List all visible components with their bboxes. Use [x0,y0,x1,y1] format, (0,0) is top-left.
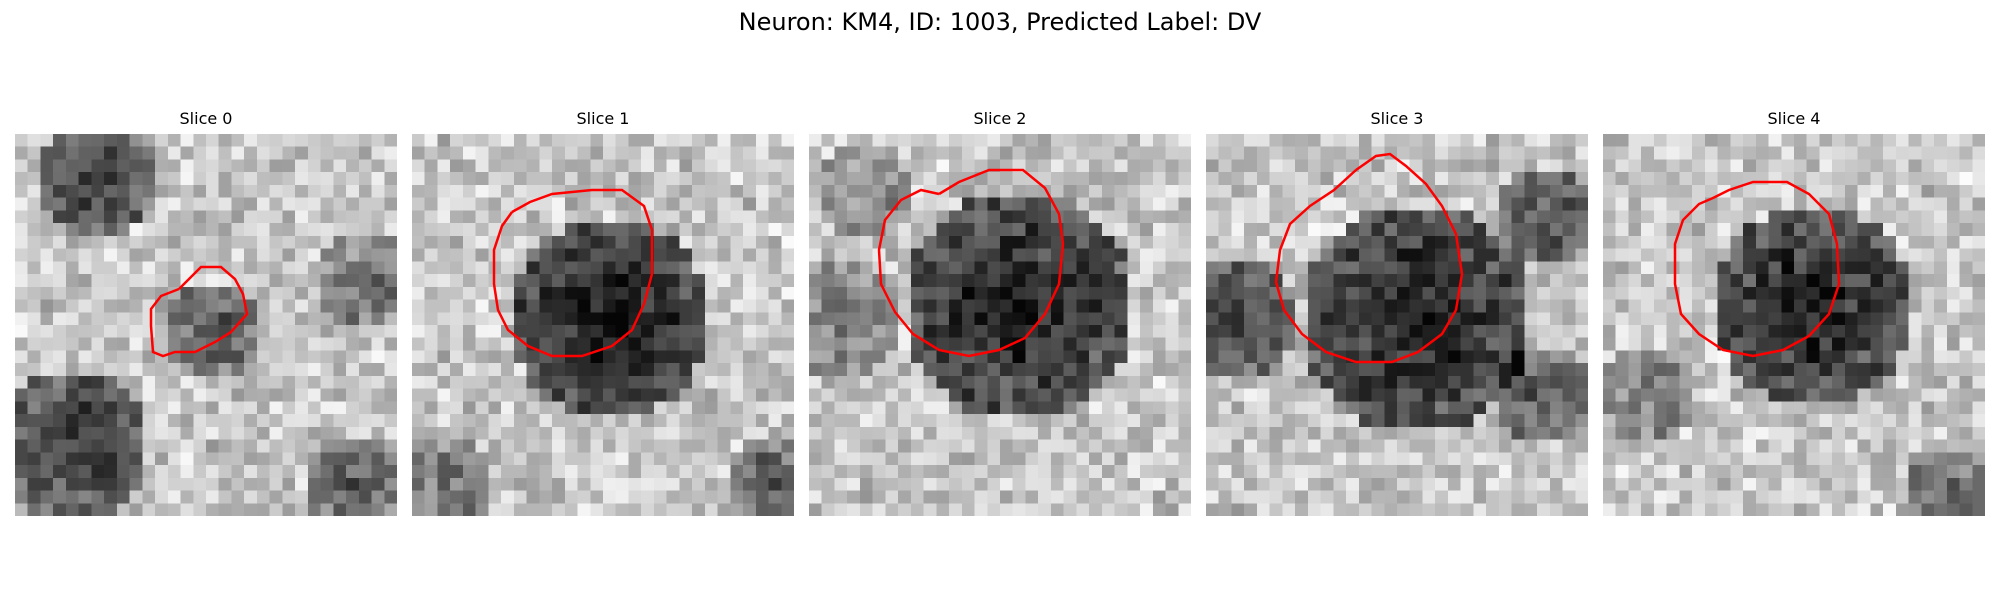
slice-panel-0: Slice 0 [15,108,397,516]
slice-panel-2: Slice 2 [809,108,1191,516]
contour-overlay [492,188,654,358]
slice-image-0 [15,134,397,516]
grayscale-image [15,134,397,516]
red-contour [492,188,654,358]
slice-panel-4: Slice 4 [1603,108,1985,516]
red-contour [149,265,249,358]
slice-title: Slice 0 [179,109,233,128]
contour-overlay [877,168,1065,358]
grayscale-image [1206,134,1588,516]
red-contour [1274,152,1464,364]
grayscale-image [1603,134,1985,516]
slice-image-2 [809,134,1191,516]
slice-title: Slice 2 [973,109,1027,128]
red-contour [877,168,1065,358]
contour-overlay [1673,180,1841,358]
slice-panel-1: Slice 1 [412,108,794,516]
slice-image-3 [1206,134,1588,516]
red-contour [1673,180,1841,358]
figure-title: Neuron: KM4, ID: 1003, Predicted Label: … [738,8,1262,36]
slice-image-4 [1603,134,1985,516]
contour-overlay [1274,152,1464,364]
slice-title: Slice 3 [1370,109,1424,128]
contour-overlay [149,265,249,358]
slice-image-1 [412,134,794,516]
grayscale-image [809,134,1191,516]
grayscale-image [412,134,794,516]
slice-panel-3: Slice 3 [1206,108,1588,516]
slice-title: Slice 4 [1767,109,1821,128]
slice-title: Slice 1 [576,109,630,128]
